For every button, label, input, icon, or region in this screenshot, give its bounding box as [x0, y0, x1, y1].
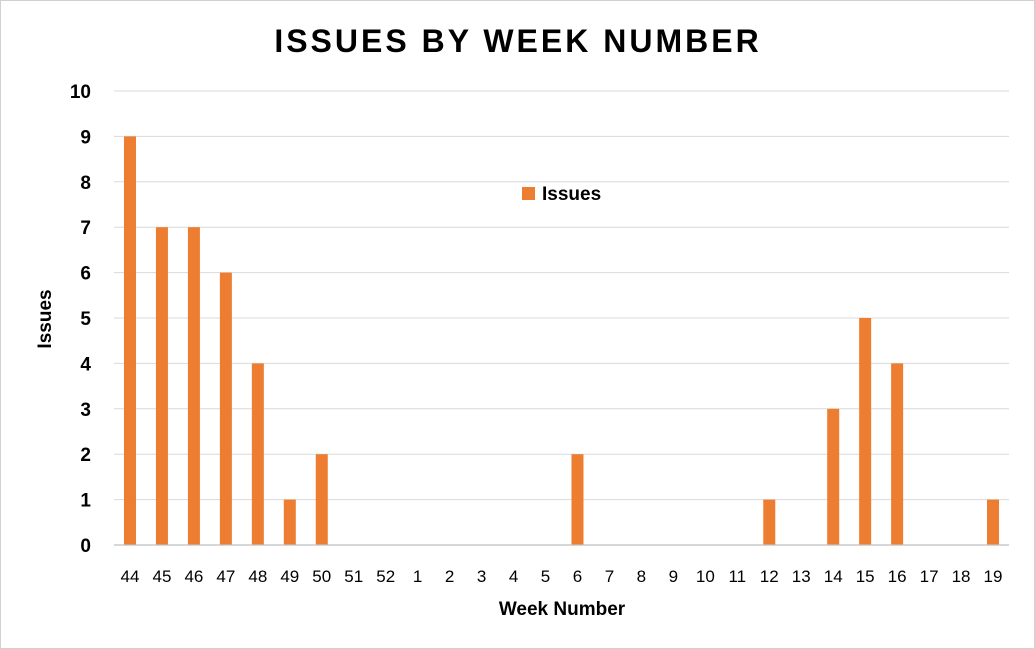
y-tick-label: 0	[80, 536, 91, 557]
bar-week-50	[315, 454, 328, 545]
x-tick-label: 7	[605, 567, 614, 586]
x-tick-label: 45	[152, 567, 171, 586]
x-tick-label: 48	[248, 567, 267, 586]
x-tick-label: 49	[280, 567, 299, 586]
bar-week-45	[155, 227, 168, 545]
x-tick-label: 18	[952, 567, 971, 586]
gridlines	[114, 90, 1009, 501]
legend-label: Issues	[542, 184, 601, 205]
x-tick-label: 47	[216, 567, 235, 586]
x-tick-label: 3	[477, 567, 486, 586]
y-tick-label: 1	[80, 491, 91, 512]
y-tick-label: 5	[80, 309, 91, 330]
x-tick-label: 52	[376, 567, 395, 586]
y-tick-label: 8	[80, 173, 91, 194]
y-axis-ticks: 0 1 2 3 4 5 6 7 8 9 10	[70, 82, 92, 557]
bar-week-49	[283, 499, 296, 545]
x-tick-label: 12	[760, 567, 779, 586]
y-tick-label: 6	[80, 264, 91, 285]
y-tick-label: 10	[70, 82, 91, 103]
x-tick-label: 1	[413, 567, 422, 586]
bar-week-46	[187, 227, 200, 545]
x-tick-label: 10	[696, 567, 715, 586]
x-axis-label: Week Number	[499, 599, 626, 620]
x-tick-label: 16	[888, 567, 907, 586]
bar-week-48	[251, 363, 264, 545]
x-tick-label: 2	[445, 567, 454, 586]
y-axis-label: Issues	[35, 289, 56, 348]
chart-title: ISSUES BY WEEK NUMBER	[274, 23, 761, 59]
bar-week-44	[123, 136, 136, 545]
x-tick-label: 44	[121, 567, 140, 586]
x-tick-label: 14	[824, 567, 843, 586]
bar-week-47	[219, 272, 232, 545]
x-tick-label: 5	[541, 567, 550, 586]
x-tick-label: 17	[920, 567, 939, 586]
legend-swatch	[522, 187, 535, 200]
x-tick-label: 46	[184, 567, 203, 586]
x-tick-label: 13	[792, 567, 811, 586]
y-tick-label: 4	[80, 354, 91, 375]
bar-week-14	[827, 408, 840, 545]
bar-week-15	[859, 318, 872, 545]
bar-week-12	[763, 499, 776, 545]
x-tick-label: 4	[509, 567, 518, 586]
x-tick-label: 6	[573, 567, 582, 586]
bar-week-19	[987, 499, 1000, 545]
x-tick-label: 11	[728, 567, 746, 586]
x-tick-label: 50	[312, 567, 331, 586]
y-tick-label: 3	[80, 400, 91, 421]
bars	[123, 136, 1000, 545]
x-tick-label: 51	[344, 567, 363, 586]
bar-week-6	[571, 454, 584, 545]
x-axis-ticks: 44 45 46 47 48 49 50 51 52 1 2 3 4 5 6 7 8 9 10 11 12 13 14 15 1…	[121, 567, 1003, 586]
y-tick-label: 2	[80, 445, 91, 466]
x-tick-label: 8	[637, 567, 646, 586]
x-tick-label: 9	[669, 567, 678, 586]
y-tick-label: 9	[80, 127, 91, 148]
x-tick-label: 15	[856, 567, 875, 586]
y-tick-label: 7	[80, 218, 91, 239]
legend: Issues	[522, 184, 601, 205]
x-tick-label: 19	[984, 567, 1003, 586]
bar-week-16	[891, 363, 904, 545]
